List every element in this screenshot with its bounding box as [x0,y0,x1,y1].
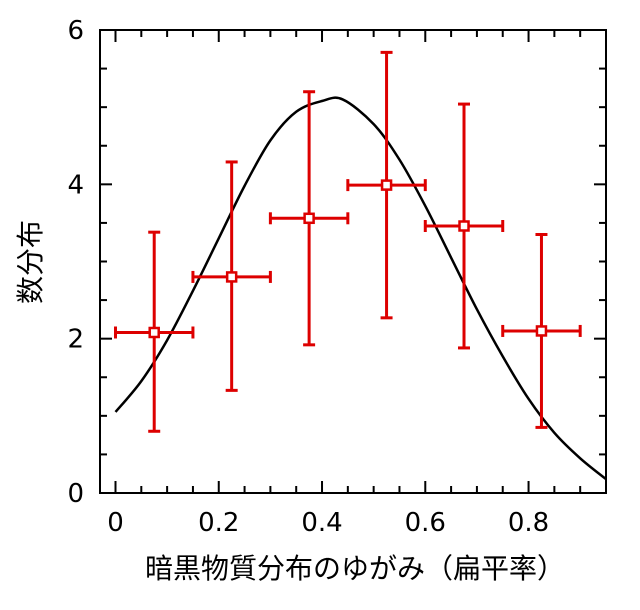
y-tick-label: 4 [67,170,84,200]
x-tick-label: 0.4 [301,508,342,538]
model-curve [114,96,607,481]
y-tick-label: 6 [67,16,84,46]
x-axis-label: 暗黒物質分布のゆがみ（扁平率） [145,552,565,585]
data-point [113,230,195,433]
y-axis-label: 数分布 [14,220,47,304]
y-tick-label: 0 [67,479,84,509]
x-tick-label: 0.8 [508,508,549,538]
tick-marks [100,29,606,494]
y-tick-label: 2 [67,325,84,355]
point-marker [380,179,393,191]
tick-labels: 0 0.2 0.4 0.6 0.8 0 2 4 6 [67,16,549,538]
data-point [268,90,350,347]
x-tick-label: 0.2 [198,508,239,538]
point-marker [225,271,238,283]
point-marker [458,220,470,232]
x-tick-label: 0.6 [405,508,446,538]
point-marker [148,326,160,339]
point-marker [535,325,548,337]
plot-frame [99,29,607,494]
data-point [191,160,272,392]
data-point [501,232,582,429]
data-point [346,50,427,320]
point-marker [303,212,315,225]
x-tick-label: 0 [107,508,124,538]
data-point [423,102,505,350]
data-points-layer [113,50,582,433]
model-curve-layer [114,96,607,481]
